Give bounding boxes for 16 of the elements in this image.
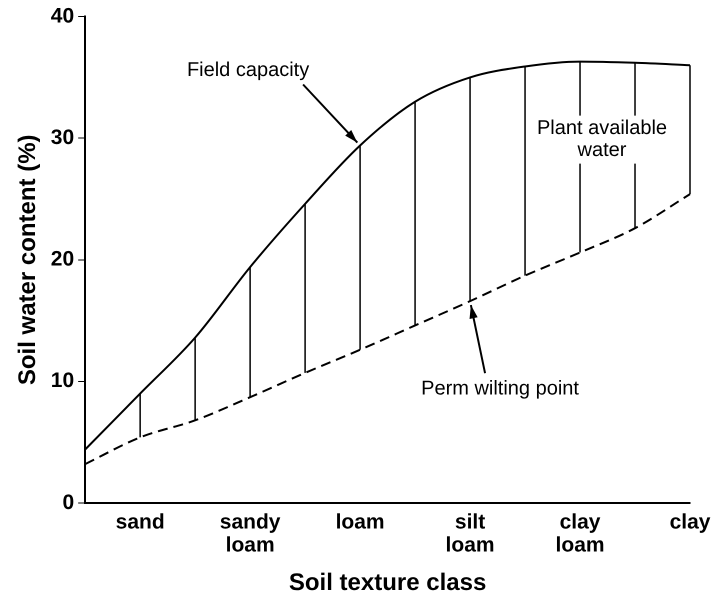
y-tick-label: 20 — [50, 248, 74, 271]
y-tick-label: 40 — [50, 4, 74, 28]
y-tick-label: 30 — [50, 126, 74, 149]
x-tick-label: clay — [670, 510, 711, 534]
x-tick-label: loam — [336, 510, 385, 534]
x-tick-label: sand — [116, 510, 165, 534]
x-tick-label: sandy loam — [220, 510, 281, 556]
y-tick-label: 10 — [50, 369, 74, 392]
x-axis-title: Soil texture class — [288, 569, 486, 596]
annotation: Plant available water — [536, 117, 668, 162]
annotation: Perm wilting point — [421, 378, 580, 400]
x-tick-label: silt loam — [446, 510, 495, 556]
annotation: Field capacity — [186, 59, 310, 82]
x-tick-label: clay loam — [556, 510, 605, 556]
y-axis-title: Soil water content (%) — [14, 134, 42, 386]
y-tick-label: 0 — [62, 490, 74, 514]
